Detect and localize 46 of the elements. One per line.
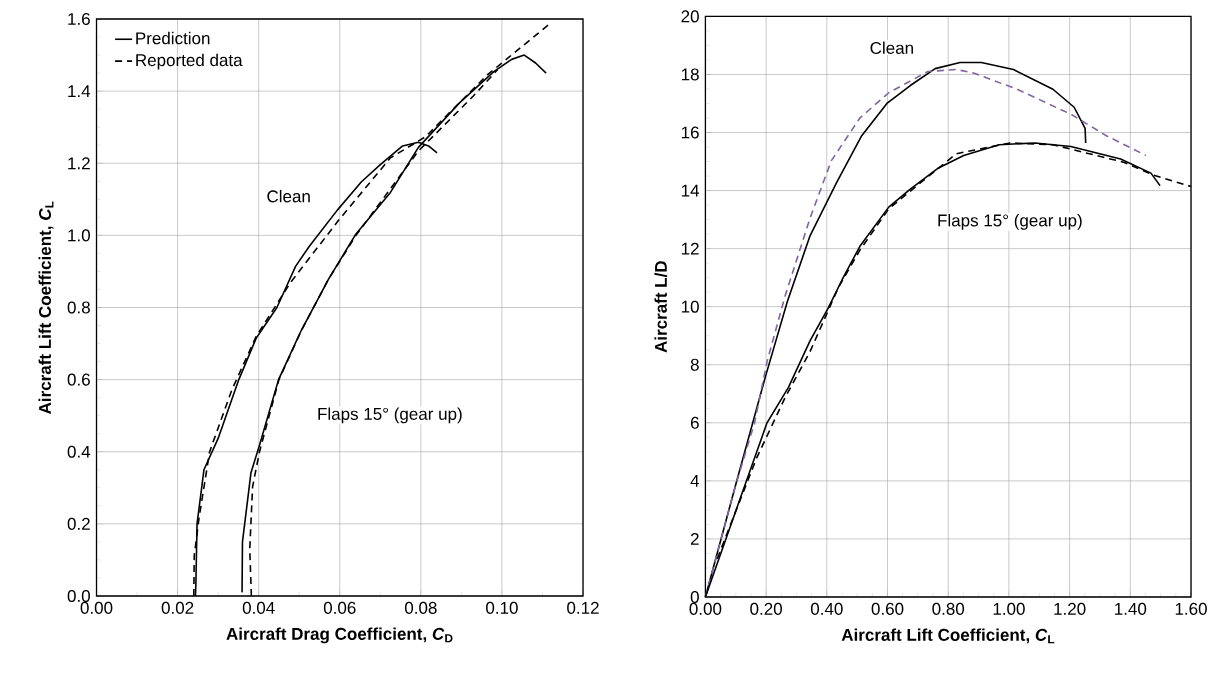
annotation: Clean: [870, 41, 913, 54]
y-tick-label: 12: [681, 242, 699, 255]
legend-label: Reported data: [136, 53, 243, 70]
x-tick-label: 0.20: [750, 602, 782, 615]
y-tick-label: 1.4: [68, 85, 91, 97]
y-tick-label: 0.0: [67, 589, 90, 603]
y-axis-title: Aircraft L/D: [654, 261, 668, 353]
y-tick-label: 1.0: [68, 229, 90, 242]
y-tick-label: 1.2: [68, 157, 90, 170]
x-axis-title: Aircraft Lift Coefficient, C$_{L}$: [841, 628, 1055, 644]
x-tick-label: 1.20: [1054, 602, 1086, 615]
y-tick-label: 0: [690, 590, 699, 604]
y-tick-label: 0.6: [67, 373, 90, 386]
x-tick-label: 0.00: [689, 602, 722, 615]
y-tick-label: 16: [681, 126, 699, 139]
y-tick-label: 14: [681, 184, 700, 197]
x-tick-label: 0.12: [567, 601, 599, 614]
y-tick-label: 1.6: [68, 12, 90, 26]
x-axis-title: Aircraft Drag Coefficient, C$_{D}$: [226, 627, 453, 644]
y-tick-label: 0.4: [67, 445, 91, 458]
y-tick-label: 10: [681, 300, 699, 313]
y-tick-label: 2: [690, 532, 699, 545]
annotation: Flaps 15° (gear up): [938, 214, 1082, 230]
x-tick-label: 0.10: [486, 601, 518, 614]
y-tick-label: 6: [690, 416, 699, 429]
annotation: Flaps 15° (gear up): [318, 407, 462, 424]
x-tick-label: 0.00: [80, 601, 113, 614]
annotation: Clean: [267, 189, 310, 203]
x-tick-label: 0.08: [404, 601, 437, 614]
y-tick-label: 4: [690, 475, 700, 487]
y-tick-label: 0.2: [67, 517, 90, 530]
legend-label: Prediction: [136, 31, 210, 45]
x-tick-label: 1.40: [1115, 602, 1147, 615]
x-tick-label: 1.00: [993, 602, 1025, 615]
y-tick-label: 8: [690, 358, 699, 371]
x-tick-label: 0.60: [871, 602, 904, 615]
x-tick-label: 1.60: [1175, 602, 1207, 615]
x-tick-label: 0.04: [242, 601, 275, 614]
y-tick-label: 0.8: [67, 301, 90, 314]
y-tick-label: 20: [681, 10, 699, 23]
y-tick-label: 18: [681, 68, 699, 81]
x-tick-label: 0.40: [810, 602, 843, 615]
x-tick-label: 0.06: [323, 601, 356, 614]
x-tick-label: 0.80: [932, 602, 965, 615]
x-tick-label: 0.02: [161, 601, 194, 614]
y-axis-title: Aircraft Lift Coefficient, C$_{L}$: [38, 201, 54, 414]
